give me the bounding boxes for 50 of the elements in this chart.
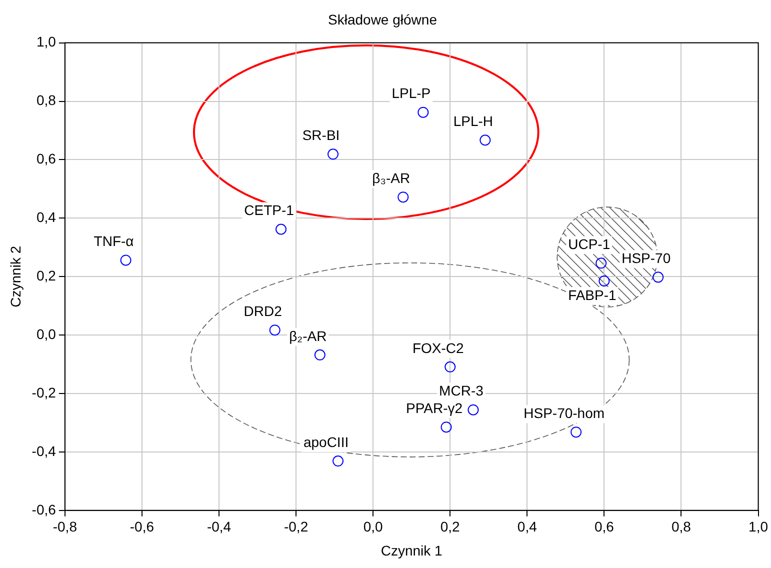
y-tick-label: 0,2 (36, 267, 56, 284)
x-tick-label: -0,4 (206, 518, 232, 535)
point (332, 456, 344, 467)
annotation: β₂-AR (289, 328, 327, 344)
y-tick-label: 1,0 (36, 34, 56, 50)
point (596, 258, 607, 269)
annotation: β₃-AR (372, 170, 410, 186)
point (468, 404, 479, 416)
x-tick-label: -0,6 (130, 518, 154, 535)
x-tick-label: 0,6 (594, 518, 614, 535)
y-tick-label: 0,8 (36, 92, 56, 108)
annotation: CETP-1 (244, 202, 294, 218)
y-axis-title: Czynnik 2 (7, 246, 24, 308)
point (480, 134, 491, 146)
annotation: LPL-P (392, 85, 431, 102)
point (598, 275, 610, 286)
annotation: TNF-α (94, 233, 134, 250)
y-tick-label: -0,2 (32, 384, 56, 400)
y-tick-label: 0,4 (36, 209, 56, 226)
point (398, 192, 409, 203)
x-tick-label: -0,8 (52, 518, 78, 535)
x-tick-label: 1,0 (748, 518, 768, 535)
annotation: LPL-H (453, 112, 494, 129)
point (269, 324, 280, 336)
point (120, 254, 132, 266)
point (418, 106, 429, 118)
point (328, 148, 339, 160)
y-tick-label: 0,0 (36, 326, 56, 342)
annotation: apoCIII (303, 434, 349, 450)
annotation: PPAR-γ2 (406, 400, 463, 416)
x-tick-label: 0,8 (671, 518, 692, 535)
x-tick-label: -0,2 (284, 518, 308, 535)
x-axis-title: Czynnik 1 (380, 542, 443, 558)
x-tick-label: 0,2 (440, 518, 460, 535)
annotation: MCR-3 (439, 382, 484, 399)
point (276, 224, 287, 235)
point (444, 361, 456, 372)
x-tick-label: 0,0 (363, 518, 384, 535)
point (314, 349, 326, 360)
x-tick-label: 0,4 (517, 518, 538, 535)
y-tick-label: 0,6 (36, 150, 56, 167)
y-tick-label: -0,4 (32, 442, 56, 459)
annotation: FOX-C2 (412, 340, 464, 356)
point (570, 426, 582, 438)
annotation: DRD2 (244, 302, 282, 319)
chart-title: Składowe główne (328, 11, 438, 28)
annotation: SR-BI (302, 127, 340, 144)
y-tick-label: -0,6 (32, 501, 56, 518)
annotation: HSP-70-hom (524, 404, 605, 421)
point (440, 422, 452, 433)
